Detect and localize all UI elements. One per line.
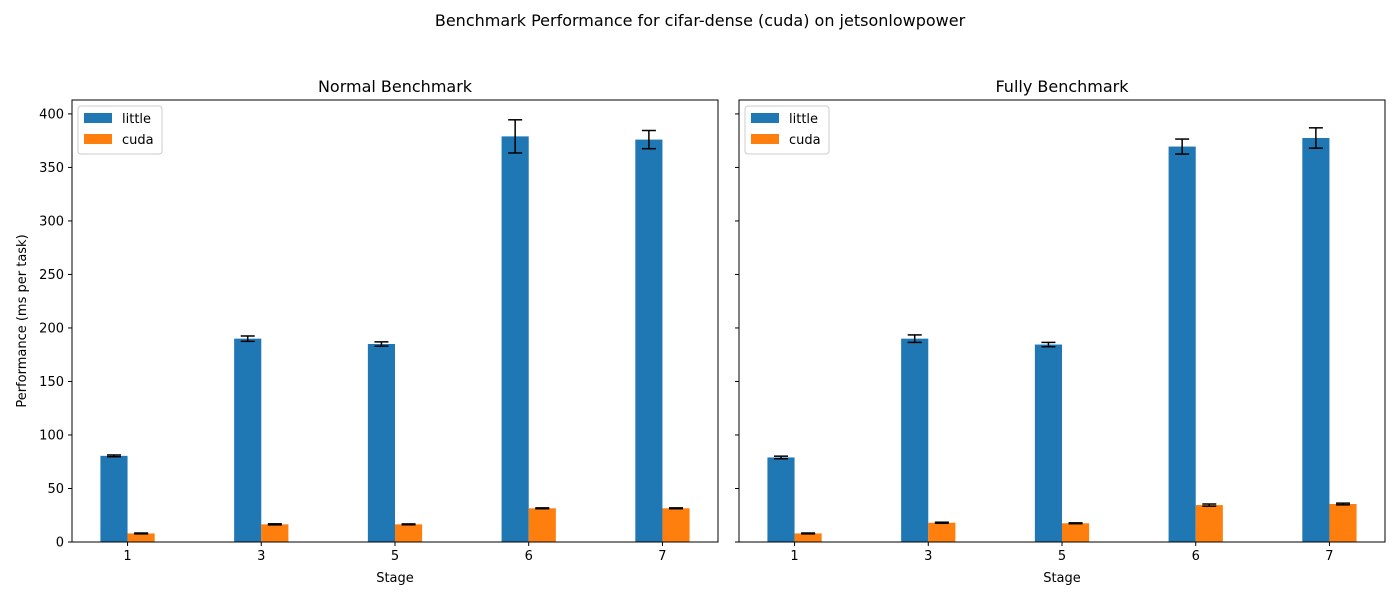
error-bar-little-stage-7 [1308, 127, 1323, 149]
error-bar-cuda-stage-7 [669, 507, 684, 510]
legend-label-little: little [789, 112, 818, 127]
y-tick-label: 350 [39, 161, 64, 176]
x-tick-label: 7 [1325, 549, 1333, 564]
legend: little cuda [77, 105, 163, 155]
bar-cuda-stage-7 [662, 508, 690, 542]
bar-cuda-stage-7 [1329, 504, 1357, 542]
x-tick-label: 6 [525, 549, 533, 564]
error-bar-little-stage-6 [508, 119, 523, 154]
x-axis-label: Stage [1043, 571, 1081, 586]
error-bar-little-stage-5 [374, 341, 389, 347]
x-axis-label: Stage [376, 571, 414, 586]
subplot-normal-benchmark: 1 3 5 6 7 0 50 100 150 200 250 300 350 400 Normal Benc… [15, 77, 719, 586]
x-tick-label: 6 [1192, 549, 1200, 564]
subplot-title: Fully Benchmark [995, 77, 1129, 96]
bar-cuda-stage-6 [1195, 505, 1223, 542]
error-bar-cuda-stage-1 [801, 532, 816, 535]
x-tick-label: 3 [257, 549, 265, 564]
error-bar-little-stage-1 [106, 454, 121, 458]
bar-cuda-stage-6 [528, 508, 556, 542]
bar-cuda-stage-3 [261, 524, 289, 542]
y-tick-label: 150 [39, 375, 64, 390]
legend-label-cuda: cuda [122, 133, 154, 148]
legend-swatch-cuda [751, 134, 779, 144]
error-bar-cuda-stage-5 [1068, 522, 1083, 525]
error-bar-little-stage-7 [641, 129, 656, 150]
error-bar-little-stage-3 [907, 334, 922, 344]
error-bar-cuda-stage-3 [267, 523, 282, 526]
error-bar-cuda-stage-5 [401, 523, 416, 526]
bar-little-stage-6 [1168, 146, 1196, 542]
legend: little cuda [744, 105, 830, 155]
error-bar-cuda-stage-3 [934, 521, 949, 525]
y-tick-label: 100 [39, 428, 64, 443]
y-axis-label: Performance (ms per task) [15, 234, 30, 407]
bar-cuda-stage-1 [127, 533, 155, 542]
legend-swatch-little [84, 113, 112, 123]
bar-little-stage-6 [501, 136, 529, 543]
x-tick-label: 5 [391, 549, 399, 564]
error-bar-little-stage-1 [773, 455, 788, 460]
x-tick-label: 3 [924, 549, 932, 564]
bar-cuda-stage-5 [395, 524, 423, 542]
error-bar-little-stage-3 [240, 335, 255, 343]
y-tick-label: 400 [39, 107, 64, 122]
bar-little-stage-3 [234, 338, 262, 542]
bar-cuda-stage-3 [928, 522, 956, 542]
subplot-fully-benchmark: 1 3 5 6 7 Fully Benchmark Stage little cuda [735, 77, 1386, 586]
x-tick-label: 7 [658, 549, 666, 564]
error-bar-cuda-stage-1 [134, 532, 149, 535]
legend-swatch-cuda [84, 134, 112, 144]
x-tick-label: 1 [123, 549, 131, 564]
bar-little-stage-1 [100, 455, 128, 542]
legend-label-little: little [122, 112, 151, 127]
x-tick-label: 5 [1058, 549, 1066, 564]
bar-cuda-stage-1 [794, 533, 822, 542]
figure-title: Benchmark Performance for cifar-dense (c… [435, 11, 966, 30]
y-tick-label: 200 [39, 321, 64, 336]
x-tick-label: 1 [790, 549, 798, 564]
bar-little-stage-7 [1302, 137, 1330, 542]
error-bar-cuda-stage-7 [1336, 502, 1351, 506]
bar-little-stage-5 [367, 344, 395, 542]
y-tick-label: 250 [39, 268, 64, 283]
bar-cuda-stage-5 [1062, 523, 1090, 542]
y-tick-label: 50 [47, 482, 64, 497]
legend-label-cuda: cuda [789, 133, 821, 148]
error-bar-little-stage-5 [1041, 341, 1056, 348]
error-bar-cuda-stage-6 [1202, 503, 1217, 507]
subplot-title: Normal Benchmark [318, 77, 473, 96]
bar-little-stage-5 [1034, 344, 1062, 542]
bar-little-stage-1 [767, 457, 795, 542]
error-bar-cuda-stage-6 [535, 507, 550, 510]
y-tick-label: 300 [39, 214, 64, 229]
y-tick-label: 0 [56, 536, 64, 551]
legend-swatch-little [751, 113, 779, 123]
bar-little-stage-7 [635, 139, 663, 542]
bar-little-stage-3 [901, 338, 929, 542]
error-bar-little-stage-6 [1175, 138, 1190, 155]
